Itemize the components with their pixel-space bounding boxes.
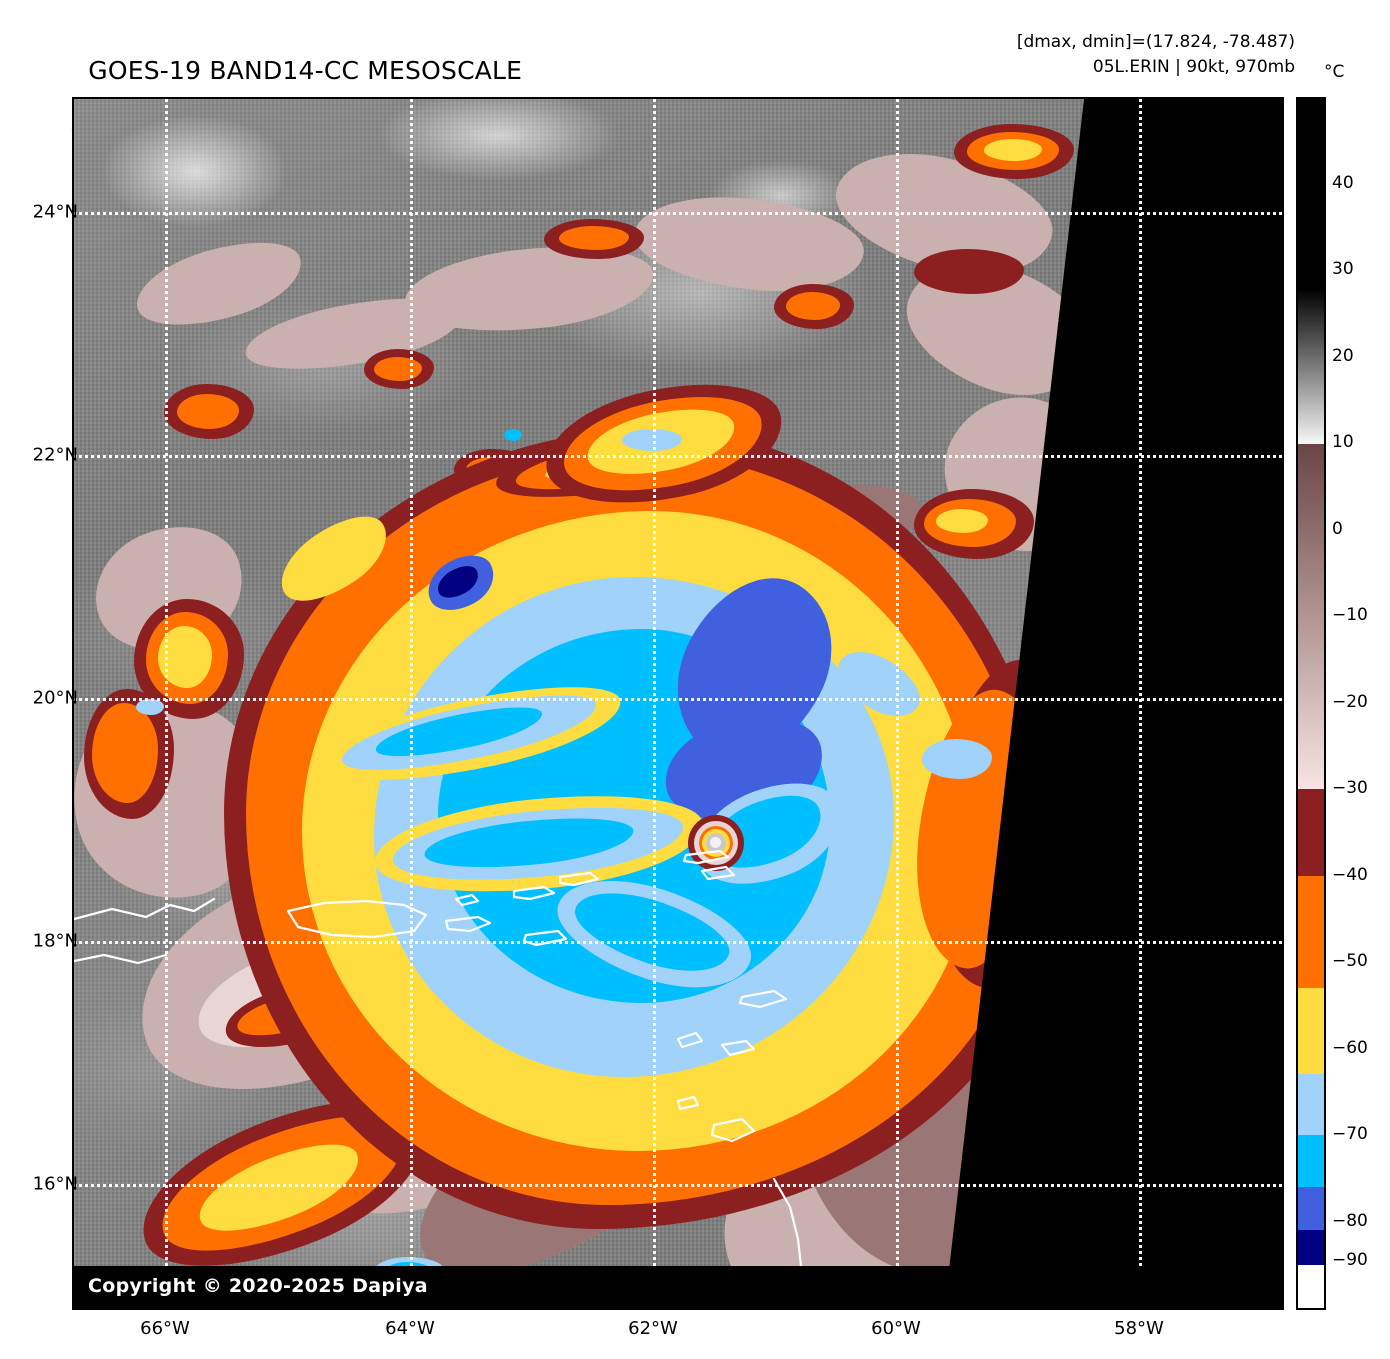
cbar-tick-0: 0 [1332,519,1343,539]
copyright-text: Copyright © 2020-2025 Dapiya [88,1275,428,1297]
outer-band [922,739,992,779]
convective-cell [622,429,682,451]
convective-cell [374,357,422,381]
cbar-tick-30: 30 [1332,259,1354,279]
y-axis-tick-20n: 20°N [32,687,78,709]
credit-strip: Copyright © 2020-2025 Dapiya [74,1266,1282,1308]
colorbar[interactable] [1296,97,1326,1310]
cbar-tick-m20: −20 [1332,692,1368,712]
cbar-segment-royal-blue [1298,1187,1324,1230]
x-axis-tick-60w: 60°W [871,1318,921,1339]
cbar-tick-m30: −30 [1332,778,1368,798]
cbar-tick-m60: −60 [1332,1038,1368,1058]
outer-band [936,509,988,533]
cbar-tick-10: 10 [1332,432,1354,452]
cbar-tick-m70: −70 [1332,1124,1368,1144]
satellite-image-panel[interactable]: Copyright © 2020-2025 Dapiya [72,97,1284,1310]
metadata-block: [dmax, dmin]=(17.824, -78.487) 05L.ERIN … [1017,30,1295,80]
cbar-tick-m90: −90 [1332,1250,1368,1270]
y-axis-tick-22n: 22°N [32,444,78,466]
convective-cell [786,292,840,320]
cbar-segment-cyan [1298,1135,1324,1187]
convective-cell [914,249,1024,294]
cbar-tick-m10: −10 [1332,605,1368,625]
cbar-segment-brown-pink [1298,444,1324,789]
y-axis-tick-18n: 18°N [32,930,78,952]
x-axis-tick-64w: 64°W [385,1318,435,1339]
convective-cell [177,394,239,429]
cbar-segment-black [1298,99,1324,289]
cbar-tick-20: 20 [1332,346,1354,366]
cbar-segment-white [1298,1265,1324,1308]
colorbar-unit-label: °C [1324,62,1345,82]
convective-cell [984,139,1042,161]
x-axis-tick-62w: 62°W [628,1318,678,1339]
cbar-segment-grey-ramp [1298,289,1324,444]
convective-cell [559,226,629,250]
x-axis-tick-66w: 66°W [140,1318,190,1339]
y-axis-tick-16n: 16°N [32,1173,78,1195]
cbar-segment-navy [1298,1230,1324,1265]
cbar-segment-light-blue [1298,1074,1324,1135]
title-line-1: GOES-19 BAND14-CC MESOSCALE [88,56,523,85]
gridline-lon-58w [1139,99,1142,1308]
cbar-tick-40: 40 [1332,173,1354,193]
dmax-dmin-annotation: [dmax, dmin]=(17.824, -78.487) [1016,32,1295,52]
cbar-segment-dark-red [1298,789,1324,876]
storm-eye-core [710,837,721,848]
map-clip: Copyright © 2020-2025 Dapiya [74,99,1282,1308]
convective-cell [136,699,164,715]
cbar-segment-yellow [1298,988,1324,1074]
cbar-segment-orange [1298,876,1324,988]
cbar-tick-m40: −40 [1332,865,1368,885]
cbar-tick-m50: −50 [1332,951,1368,971]
cbar-tick-m80: −80 [1332,1211,1368,1231]
satellite-data-wedge [74,99,1084,1308]
convective-cell [92,703,158,803]
y-axis-tick-24n: 24°N [32,201,78,223]
convective-cell [504,429,522,441]
x-axis-tick-58w: 58°W [1114,1318,1164,1339]
convective-cell [158,626,212,688]
storm-annotation: 05L.ERIN | 90kt, 970mb [1092,57,1295,77]
